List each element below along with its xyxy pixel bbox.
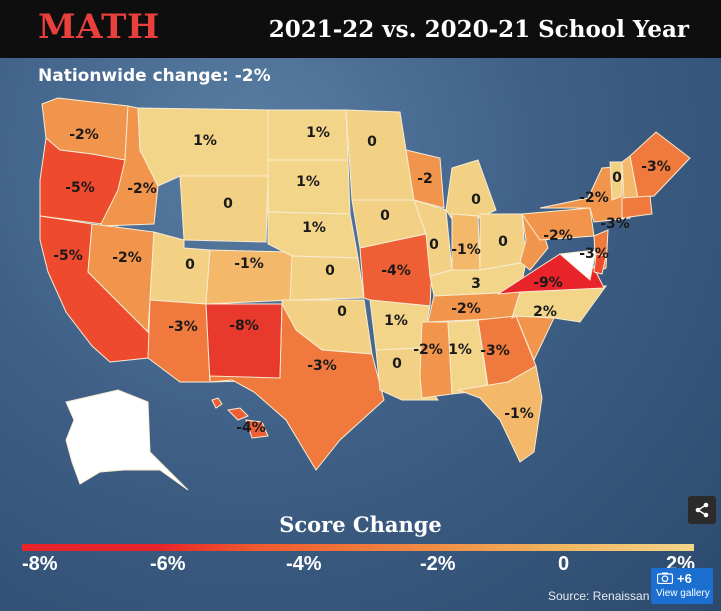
state-label-pa: -2% [543,228,573,244]
state-hi [226,407,249,421]
state-label-ny: -2% [579,190,609,206]
nationwide-change: Nationwide change: -2% [38,66,271,86]
view-gallery-button[interactable]: +6 View gallery [651,568,713,604]
legend-tick: -6% [150,553,186,575]
state-label-co: -1% [234,256,264,272]
period-title: 2021-22 vs. 2020-21 School Year [268,16,689,43]
state-label-id: -2% [127,181,157,197]
state-de [593,253,607,275]
gallery-count: +6 [677,571,692,586]
state-label-nv: -2% [112,250,142,266]
state-hi [245,419,269,439]
state-me [629,131,691,199]
legend-tick: -8% [22,553,58,575]
state-label-az: -3% [168,319,198,335]
state-label-ms: -2% [413,342,443,358]
source-credit: Source: Renaissan [548,589,650,603]
state-ut [149,231,211,305]
state-label-nc: 2% [533,304,557,320]
state-ms [419,321,453,399]
state-hi [211,397,223,409]
state-label-wi: -2 [417,171,433,187]
state-label-la: 0 [392,356,402,372]
state-label-vt: 0 [612,170,622,186]
state-label-fl: -1% [504,406,534,422]
state-label-nj: -3% [579,246,609,262]
state-label-mn: 0 [367,134,377,150]
state-label-ky: 3 [471,276,481,292]
state-ma [621,195,653,219]
state-label-ga: -3% [480,343,510,359]
state-ak [65,389,189,491]
state-az [147,299,211,383]
state-label-tn: -2% [451,301,481,317]
state-label-or: -5% [65,180,95,196]
state-label-in: -1% [451,242,481,258]
state-label-me: -3% [641,159,671,175]
state-label-ar: 1% [384,313,408,329]
state-wi [405,149,445,209]
state-label-wa: -2% [69,127,99,143]
state-label-mo: -4% [381,263,411,279]
state-label-ne: 1% [302,220,326,236]
share-button[interactable] [688,496,716,524]
state-label-hi: -4% [236,420,266,436]
state-label-oh: 0 [498,234,508,250]
legend-tick: -4% [286,553,322,575]
state-label-wy: 0 [223,196,233,212]
title-bar: MATH 2021-22 vs. 2020-21 School Year [0,0,721,58]
state-label-sd: 1% [296,174,320,190]
legend-title: Score Change [279,512,442,537]
state-label-ia: 0 [380,208,390,224]
state-label-nm: -8% [229,318,259,334]
legend-tick: 0 [558,553,570,575]
state-label-mi: 0 [471,192,481,208]
state-nm [205,303,283,383]
state-nv [87,223,155,334]
state-label-ca: -5% [53,248,83,264]
state-tx [209,302,385,471]
state-label-mt: 1% [193,133,217,149]
state-label-nd: 1% [306,125,330,141]
legend-color-scale [22,544,694,551]
state-vt [609,161,623,201]
state-label-tx: -3% [307,358,337,374]
state-label-va: -9% [533,275,563,291]
camera-icon [657,572,673,584]
state-label-ma: -3% [600,216,630,232]
state-label-al: 1% [448,342,472,358]
state-label-ks: 0 [325,263,335,279]
state-nc [511,285,608,323]
state-mn [345,109,415,201]
subject-title: MATH [38,7,160,47]
state-md [558,249,597,281]
legend-tick: -2% [420,553,456,575]
state-fl [456,365,543,463]
state-label-ok: 0 [337,304,347,320]
state-wy [179,175,269,243]
share-icon [695,502,709,518]
gallery-label: View gallery [656,588,710,599]
state-label-ut: 0 [185,257,195,273]
state-label-il: 0 [429,237,439,253]
